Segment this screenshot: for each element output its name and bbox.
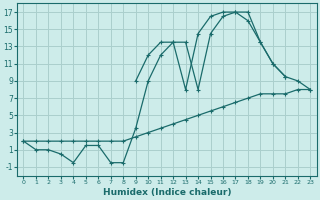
X-axis label: Humidex (Indice chaleur): Humidex (Indice chaleur)	[103, 188, 231, 197]
